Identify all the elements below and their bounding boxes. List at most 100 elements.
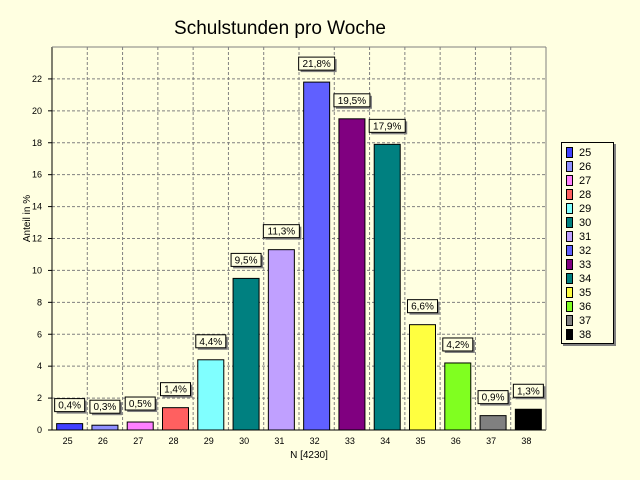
legend-label: 25 bbox=[579, 147, 592, 159]
data-label-box bbox=[477, 390, 509, 405]
legend-swatch bbox=[566, 328, 573, 340]
data-label-box bbox=[298, 56, 336, 71]
x-tick-label: 25 bbox=[63, 436, 73, 446]
legend-item: 35 bbox=[566, 286, 591, 300]
bar bbox=[303, 81, 331, 431]
data-label: 17,9% bbox=[373, 121, 401, 132]
legend-swatch bbox=[566, 300, 573, 312]
legend-label: 28 bbox=[579, 189, 592, 201]
legend-swatch bbox=[566, 174, 573, 186]
legend-item: 33 bbox=[566, 258, 591, 272]
y-tick-label: 22 bbox=[32, 74, 42, 84]
y-tick-label: 8 bbox=[37, 297, 42, 307]
data-label-box bbox=[262, 224, 300, 239]
legend-swatch bbox=[566, 244, 573, 256]
data-label: 6,6% bbox=[411, 302, 434, 313]
data-label-box bbox=[230, 252, 262, 267]
data-label-box bbox=[124, 396, 156, 411]
data-label-box bbox=[512, 383, 544, 398]
legend-swatch bbox=[566, 216, 573, 228]
x-tick-label: 27 bbox=[133, 436, 143, 446]
x-tick-label: 38 bbox=[521, 436, 531, 446]
data-label-box bbox=[195, 334, 227, 349]
data-label: 0,9% bbox=[482, 393, 505, 404]
bar bbox=[444, 362, 472, 431]
data-label: 0,3% bbox=[94, 402, 117, 413]
legend-swatch bbox=[566, 146, 573, 158]
bar bbox=[232, 277, 260, 431]
legend-item: 34 bbox=[566, 272, 591, 286]
x-tick-label: 26 bbox=[98, 436, 108, 446]
y-tick-label: 2 bbox=[37, 393, 42, 403]
legend-swatch bbox=[566, 160, 573, 172]
y-tick-label: 14 bbox=[32, 202, 42, 212]
data-label-box bbox=[160, 382, 191, 397]
x-axis-label: N [4230] bbox=[290, 450, 328, 461]
y-tick-label: 20 bbox=[32, 106, 42, 116]
data-label-box bbox=[333, 93, 371, 108]
bar bbox=[91, 424, 119, 431]
data-label-box bbox=[407, 299, 438, 314]
legend-item: 38 bbox=[566, 328, 591, 342]
legend-label: 29 bbox=[579, 203, 592, 215]
data-label: 11,3% bbox=[268, 227, 296, 238]
x-tick-label: 33 bbox=[345, 436, 355, 446]
data-label-box bbox=[89, 399, 121, 414]
legend-label: 36 bbox=[579, 301, 592, 313]
legend-swatch bbox=[566, 272, 573, 284]
bar bbox=[338, 118, 366, 431]
legend-item: 30 bbox=[566, 216, 591, 230]
legend-label: 30 bbox=[579, 217, 592, 229]
legend-item: 26 bbox=[566, 160, 591, 174]
x-tick-label: 31 bbox=[274, 436, 284, 446]
bar bbox=[479, 415, 507, 431]
x-tick-label: 28 bbox=[168, 436, 178, 446]
legend-swatch bbox=[566, 286, 573, 298]
chart-title: Schulstunden pro Woche bbox=[174, 18, 386, 39]
data-label: 0,5% bbox=[129, 399, 152, 410]
legend-label: 27 bbox=[579, 175, 592, 187]
y-tick-label: 0 bbox=[37, 425, 42, 435]
legend-label: 37 bbox=[579, 315, 592, 327]
legend-label: 34 bbox=[579, 273, 592, 285]
x-tick-label: 29 bbox=[204, 436, 214, 446]
data-label: 0,4% bbox=[58, 401, 81, 412]
legend-label: 33 bbox=[579, 259, 592, 271]
legend-swatch bbox=[566, 258, 573, 270]
legend-item: 36 bbox=[566, 300, 591, 314]
legend-label: 32 bbox=[579, 245, 592, 257]
x-tick-label: 35 bbox=[415, 436, 425, 446]
legend-swatch bbox=[566, 230, 573, 242]
x-tick-label: 32 bbox=[310, 436, 320, 446]
data-label-box bbox=[54, 398, 86, 413]
legend-label: 38 bbox=[579, 329, 592, 341]
data-label-box bbox=[368, 118, 406, 133]
legend-item: 27 bbox=[566, 174, 591, 188]
legend-label: 35 bbox=[579, 287, 592, 299]
x-tick-label: 34 bbox=[380, 436, 390, 446]
legend: 25 26 27 28 29 30 31 32 33 34 35 36 37 38 bbox=[561, 142, 614, 344]
bar bbox=[373, 143, 401, 431]
y-tick-label: 16 bbox=[32, 170, 42, 180]
bar bbox=[162, 407, 189, 431]
y-tick-label: 4 bbox=[37, 361, 42, 371]
x-tick-label: 30 bbox=[239, 436, 249, 446]
bar bbox=[56, 423, 84, 431]
legend-item: 25 bbox=[566, 146, 591, 160]
bar bbox=[126, 421, 154, 431]
y-tick-label: 10 bbox=[32, 265, 42, 275]
data-label: 1,4% bbox=[164, 385, 187, 396]
data-label: 21,8% bbox=[302, 59, 330, 70]
y-tick-label: 18 bbox=[32, 138, 42, 148]
data-label: 4,4% bbox=[199, 337, 222, 348]
data-label: 4,2% bbox=[446, 340, 469, 351]
legend-item: 31 bbox=[566, 230, 591, 244]
legend-item: 29 bbox=[566, 202, 591, 216]
legend-label: 26 bbox=[579, 161, 592, 173]
legend-item: 28 bbox=[566, 188, 591, 202]
y-axis-label: Anteil in % bbox=[22, 195, 33, 242]
x-tick-label: 36 bbox=[451, 436, 461, 446]
x-tick-label: 37 bbox=[486, 436, 496, 446]
